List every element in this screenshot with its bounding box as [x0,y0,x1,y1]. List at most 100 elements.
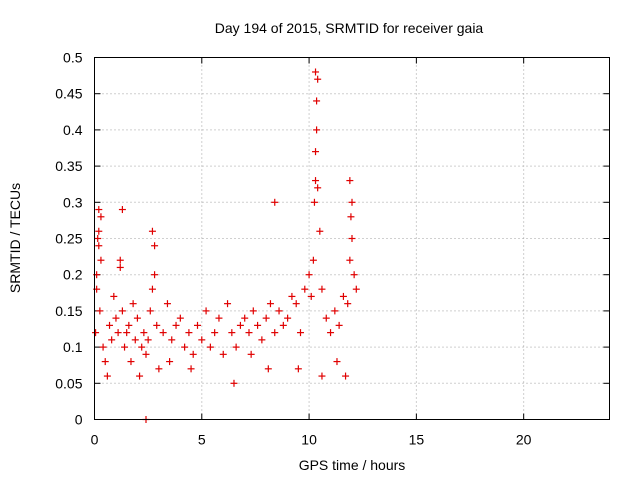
tick-labels: 0 0.05 0.1 0.15 0.2 0.25 0.3 0.35 0.4 0.45 0.5 0 5 10… [55,50,531,448]
x-tick-label: 5 [198,432,206,448]
data-point [146,307,154,315]
y-tick-label: 0 [75,412,83,428]
data-point [307,292,315,300]
data-point [101,358,109,366]
data-point [215,314,223,322]
data-point [187,365,195,373]
x-tick-label: 0 [91,432,99,448]
data-point [103,372,111,380]
data-point [133,314,141,322]
data-point [97,213,105,221]
data-point [114,329,122,337]
data-point [136,372,144,380]
data-point [271,329,279,337]
data-point [316,227,324,235]
data-point [95,242,103,250]
data-point [189,350,197,358]
data-point [97,256,105,264]
data-point [352,285,360,293]
data-point [292,300,300,308]
data-point [313,97,321,105]
data-point [247,350,255,358]
data-point [206,343,214,351]
y-tick-label: 0.35 [55,158,82,174]
y-tick-label: 0.45 [55,86,82,102]
data-point [224,300,232,308]
data-point [148,285,156,293]
data-point [138,343,146,351]
data-point [294,365,302,373]
data-point [202,307,210,315]
data-point [110,292,118,300]
data-point [335,321,343,329]
data-point [348,235,356,242]
data-point [127,358,135,366]
data-point [163,300,171,308]
data-point [198,336,206,344]
data-point [322,314,330,322]
data-point [106,321,114,329]
data-point [176,314,184,322]
data-point [123,329,131,337]
y-tick-label: 0.1 [63,339,83,355]
data-point [258,336,266,344]
data-point [121,343,129,351]
data-point [155,365,163,373]
data-point [112,314,120,322]
data-point [305,271,313,279]
data-point [118,307,126,315]
data-point [318,372,326,380]
x-tick-label: 10 [301,432,317,448]
data-point [312,148,320,156]
data-point [92,329,100,337]
y-axis-label: SRMTID / TECUs [7,183,23,293]
y-tick-label: 0.25 [55,231,82,247]
data-point [314,75,322,83]
data-point [211,329,219,337]
y-tick-label: 0.05 [55,375,82,391]
data-point [279,321,287,329]
data-point [350,271,358,279]
data-point [194,321,201,329]
x-tick-label: 15 [409,432,425,448]
data-point [99,343,107,351]
data-point [95,206,103,214]
data-point [312,177,320,185]
data-point [118,206,126,214]
y-tick-label: 0.4 [63,122,83,138]
x-axis-label: GPS time / hours [299,457,406,473]
data-point [331,307,339,315]
data-point [313,126,321,134]
y-tick-label: 0.15 [55,303,82,319]
data-point [96,307,104,315]
data-point [344,300,352,308]
data-point [249,307,257,315]
data-point [148,227,156,235]
data-point [230,379,238,387]
data-point [245,329,253,337]
data-point [181,343,189,351]
data-point [301,285,309,293]
y-tick-label: 0.5 [63,50,83,66]
data-point [312,68,320,76]
data-point [185,329,193,337]
data-point [254,321,262,329]
data-point [318,285,326,293]
data-point [346,177,354,185]
data-point [236,321,244,329]
data-point [297,329,304,337]
data-point [327,329,335,337]
data-point [228,329,236,337]
data-point [142,350,150,358]
data-point [168,336,176,344]
data-point [159,329,167,337]
data-point [314,184,322,192]
grid-lines [94,57,610,420]
data-point [95,227,103,235]
data-point [333,358,341,366]
data-point [339,292,347,300]
data-point [241,314,249,322]
data-points [92,68,360,423]
data-point [346,256,354,264]
